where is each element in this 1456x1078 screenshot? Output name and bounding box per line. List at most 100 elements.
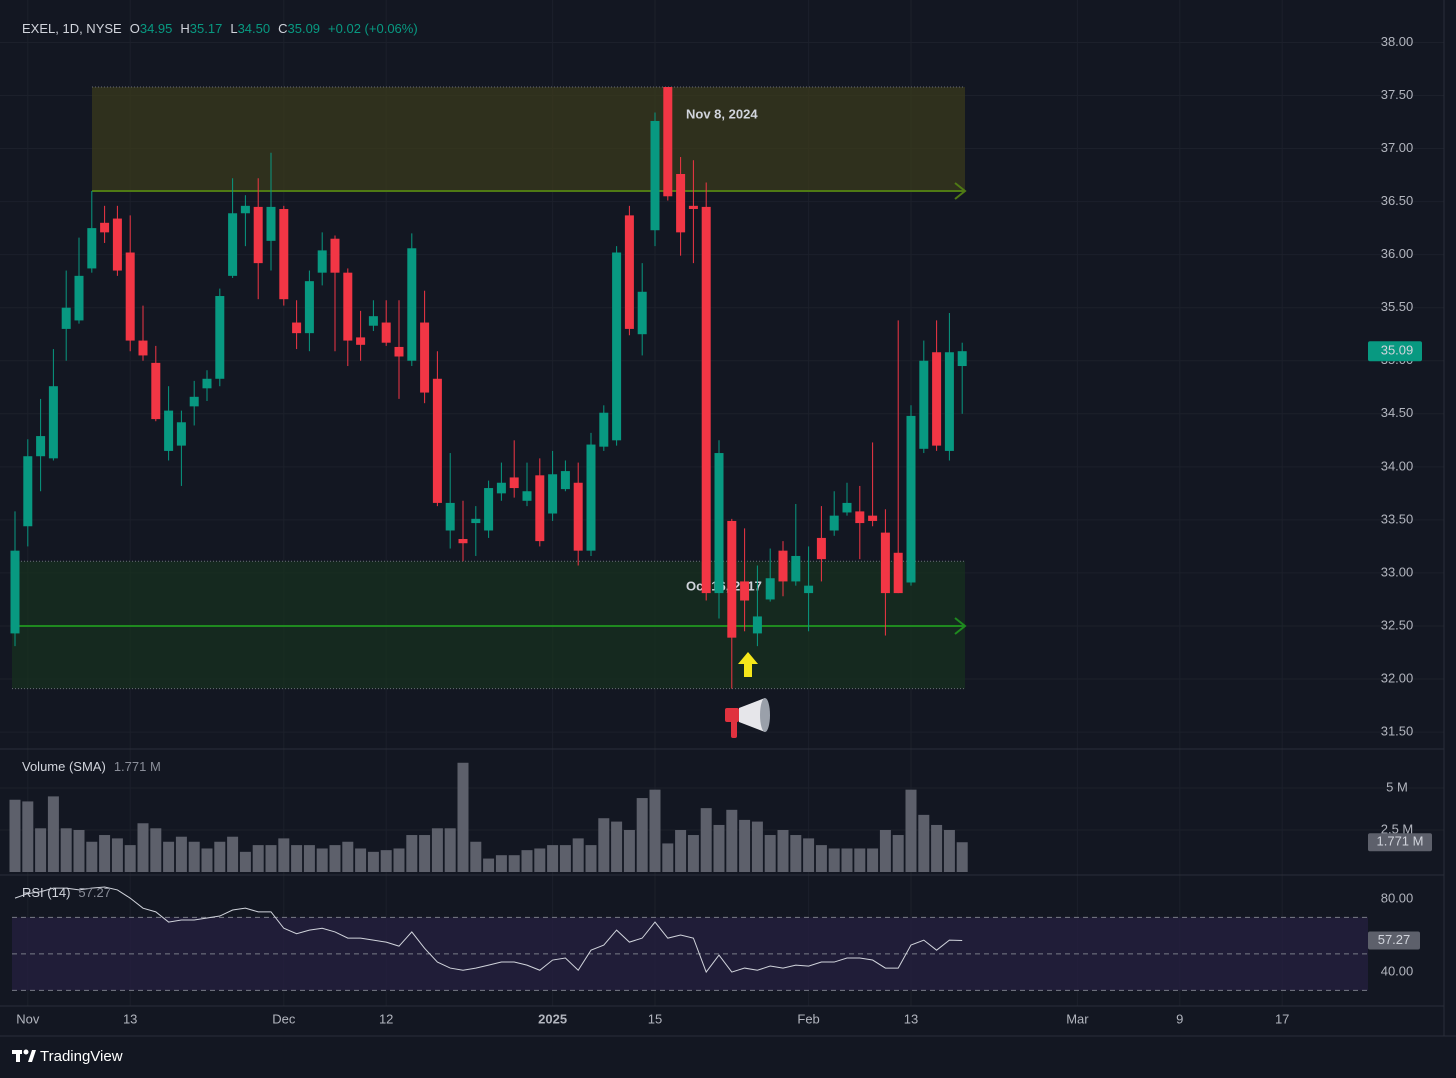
- y-tick-label: 31.50: [1381, 724, 1414, 739]
- volume-bar: [611, 821, 623, 872]
- brand: TradingView: [40, 1048, 123, 1065]
- y-tick-label: 33.00: [1381, 564, 1414, 579]
- marks: [9, 87, 1368, 991]
- volume-bar: [777, 829, 789, 872]
- volume-bar: [99, 835, 111, 872]
- zone: [12, 561, 965, 689]
- volume-bar: [598, 818, 610, 872]
- candle-body: [189, 396, 199, 407]
- candle-body: [356, 337, 366, 345]
- volume-bar: [9, 799, 21, 872]
- volume-bar: [86, 841, 98, 872]
- volume-bar: [559, 845, 571, 872]
- volume-bar: [73, 829, 85, 872]
- x-tick-label: Dec: [272, 1011, 296, 1026]
- volume-bar: [931, 824, 943, 872]
- candle-body: [292, 322, 302, 334]
- volume-bar: [854, 848, 866, 872]
- candle-body: [637, 291, 647, 335]
- candle-body: [560, 471, 570, 490]
- candle-body: [394, 346, 404, 357]
- pane-title-text: RSI (14): [22, 885, 70, 900]
- volume-bar: [662, 843, 674, 872]
- x-tick-label: 13: [123, 1011, 137, 1026]
- volume-bar: [572, 838, 584, 872]
- candle-body: [176, 422, 186, 446]
- volume-bar: [175, 836, 187, 872]
- volume-bar: [201, 848, 213, 872]
- volume-bar: [265, 845, 277, 872]
- y-tick-label: 33.50: [1381, 511, 1414, 526]
- volume-bar: [828, 848, 840, 872]
- volume-bar: [687, 835, 699, 872]
- zone-label: Oct 16, 2017: [686, 578, 762, 593]
- volume-bar: [636, 798, 648, 872]
- volume-bar: [393, 848, 405, 872]
- volume-bar: [111, 838, 123, 872]
- candle-body: [740, 581, 750, 601]
- y-tick-label: 32.50: [1381, 617, 1414, 632]
- candle-body: [944, 352, 954, 451]
- volume-bar: [380, 850, 392, 872]
- volume-bar: [521, 850, 533, 872]
- candle-body: [202, 378, 212, 389]
- candle-body: [215, 296, 225, 379]
- rsi-tick-label: 80.00: [1381, 890, 1414, 905]
- volume-bar: [470, 841, 482, 872]
- header-text: 34.50: [238, 21, 271, 36]
- zone-label: Nov 8, 2024: [686, 106, 758, 121]
- x-tick-label: Feb: [797, 1011, 819, 1026]
- price-tag-label: 35.09: [1381, 343, 1414, 358]
- volume-bar: [342, 841, 354, 872]
- volume-bar: [751, 821, 763, 872]
- volume-bar: [867, 848, 879, 872]
- megaphone-handle: [731, 720, 737, 738]
- header-text: +0.02 (+0.06%): [328, 21, 418, 36]
- header-text: 35.17: [190, 21, 223, 36]
- signal-arrow: [738, 652, 758, 677]
- volume-bar: [943, 829, 955, 872]
- candle-body: [420, 322, 430, 393]
- rsi-tag-label: 57.27: [1378, 932, 1411, 947]
- volume-bar: [892, 835, 904, 872]
- candle-body: [87, 228, 97, 269]
- x-tick-label: Mar: [1066, 1011, 1089, 1026]
- candle-body: [932, 352, 942, 446]
- candle-body: [522, 491, 532, 501]
- candle-body: [765, 578, 775, 600]
- y-tick-label: 32.00: [1381, 670, 1414, 685]
- y-tick-label: 35.50: [1381, 299, 1414, 314]
- logo-part: [28, 1050, 36, 1062]
- logo-part: [16, 1050, 20, 1062]
- rsi-tag: [1368, 931, 1420, 950]
- candle-body: [330, 238, 340, 273]
- volume-bar: [815, 845, 827, 872]
- volume-tag-label: 1.771 M: [1377, 834, 1424, 849]
- rsi-line: [14, 886, 963, 974]
- volume-bar: [367, 851, 379, 872]
- candle-body: [624, 215, 634, 329]
- volume-bar: [278, 838, 290, 872]
- candle-body: [496, 482, 506, 494]
- candle-body: [548, 474, 558, 514]
- volume-bar: [585, 845, 597, 872]
- candle-body: [266, 206, 276, 241]
- candle-body: [752, 616, 762, 634]
- volume-bar: [547, 845, 559, 872]
- volume-tick-label: 5 M: [1386, 779, 1408, 794]
- header-text: 35.09: [288, 21, 321, 36]
- volume-bar: [918, 814, 930, 872]
- volume-bar: [188, 841, 200, 872]
- volume-bar: [713, 824, 725, 872]
- x-tick-label: 2025: [538, 1011, 567, 1026]
- volume-bar: [303, 845, 315, 872]
- candle-body: [599, 412, 609, 447]
- candle-body: [61, 307, 71, 329]
- volume-bar: [444, 828, 456, 872]
- volume-bar: [905, 789, 917, 872]
- volume-bar: [534, 848, 546, 872]
- candle-body: [317, 250, 327, 273]
- volume-bar: [150, 828, 162, 872]
- candle-body: [445, 502, 455, 531]
- volume-bar: [316, 848, 328, 872]
